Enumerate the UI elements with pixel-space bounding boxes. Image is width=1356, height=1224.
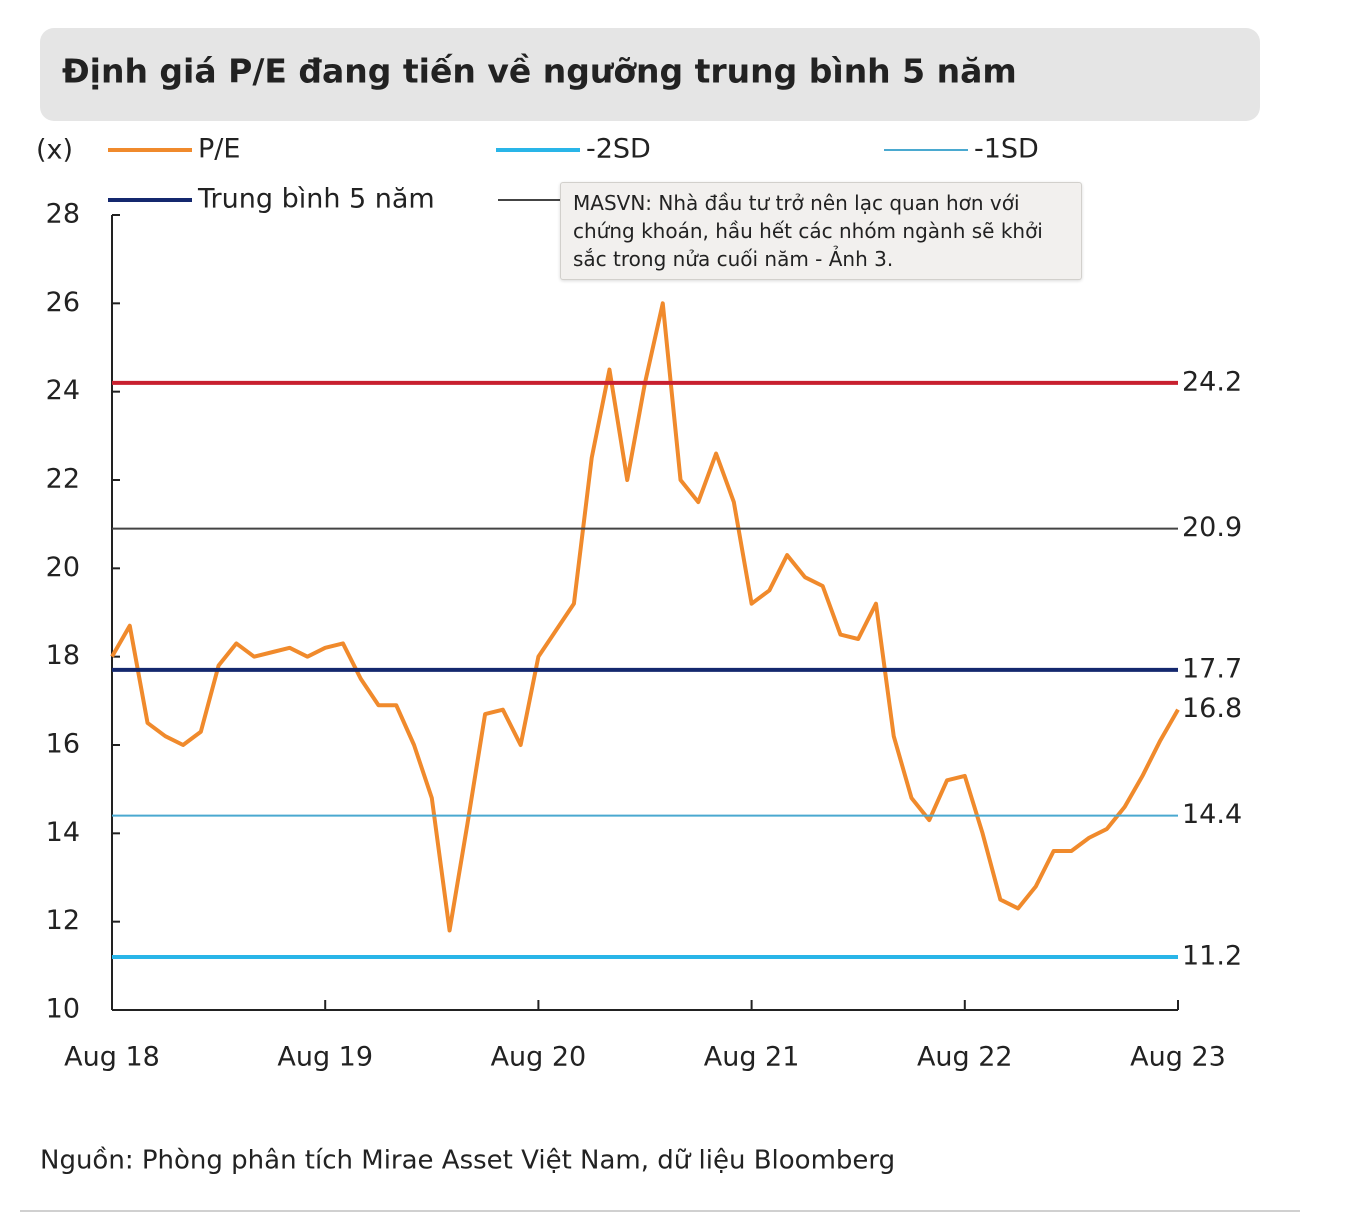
y-tick-label: 22 (46, 464, 80, 495)
legend-label: Trung bình 5 năm (197, 184, 435, 215)
end-label: 16.8 (1182, 693, 1242, 724)
level-label: 17.7 (1182, 653, 1242, 684)
chart-title: Định giá P/E đang tiến về ngưỡng trung b… (62, 52, 1017, 91)
y-tick-label: 14 (46, 817, 80, 848)
level-label: 14.4 (1182, 799, 1242, 830)
y-tick-label: 28 (46, 199, 80, 230)
pe-line (110, 301, 1180, 933)
y-tick-label: 26 (46, 287, 80, 318)
y-tick-label: 18 (46, 640, 80, 671)
x-tick-label: Aug 18 (64, 1042, 160, 1073)
x-tick-label: Aug 19 (277, 1042, 373, 1073)
x-tick-label: Aug 21 (704, 1042, 800, 1073)
tooltip: MASVN: Nhà đầu tư trở nên lạc quan hơn v… (560, 182, 1082, 280)
y-tick-label: 16 (46, 729, 80, 760)
legend-label: -2SD (586, 134, 651, 165)
legend-label: -1SD (974, 134, 1039, 165)
y-tick-label: 12 (46, 905, 80, 936)
y-tick-label: 20 (46, 552, 80, 583)
x-tick-label: Aug 23 (1130, 1042, 1226, 1073)
level-label: 24.2 (1182, 366, 1242, 397)
title-box (40, 28, 1260, 121)
level-label: 20.9 (1182, 512, 1242, 543)
y-tick-label: 24 (46, 375, 80, 406)
x-tick-label: Aug 20 (491, 1042, 587, 1073)
legend-label: P/E (198, 134, 240, 165)
y-unit: (x) (36, 135, 73, 166)
source: Nguồn: Phòng phân tích Mirae Asset Việt … (40, 1146, 895, 1176)
y-tick-label: 10 (46, 994, 80, 1025)
x-tick-label: Aug 22 (917, 1042, 1013, 1073)
level-label: 11.2 (1182, 941, 1242, 972)
